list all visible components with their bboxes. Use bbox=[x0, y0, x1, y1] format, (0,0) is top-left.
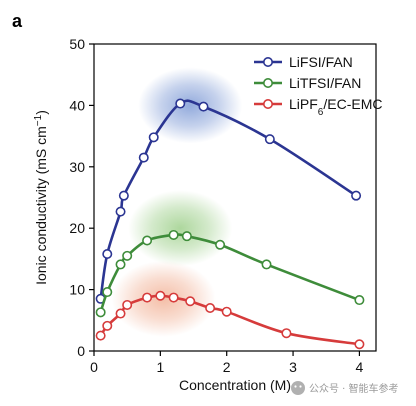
data-point-litfsi-fan bbox=[354, 295, 365, 306]
x-tick-label: 2 bbox=[223, 359, 231, 375]
panel-label: a bbox=[12, 11, 23, 31]
data-point-lifsi-fan bbox=[102, 248, 113, 259]
y-axis-label-main: Ionic conductivity (mS cm bbox=[33, 126, 49, 285]
halo-lifsi-fan bbox=[138, 67, 243, 144]
data-point-litfsi-fan bbox=[142, 235, 153, 246]
legend-label-lifsi-fan: LiFSI/FAN bbox=[289, 54, 353, 70]
legend-label-part: LiFSI/FAN bbox=[289, 54, 353, 70]
legend-item-lipf6-ec-emc: LiPF6/EC-EMC bbox=[254, 96, 382, 118]
legend-item-lifsi-fan: LiFSI/FAN bbox=[254, 54, 353, 70]
data-point-lifsi-fan bbox=[264, 134, 275, 145]
y-tick-label: 0 bbox=[77, 343, 85, 359]
data-point-lipf6-ec-emc bbox=[155, 290, 166, 301]
plot-frame bbox=[93, 43, 377, 352]
y-tick-label: 10 bbox=[69, 282, 85, 298]
data-point-lipf6-ec-emc bbox=[221, 306, 232, 317]
legend-label-subscript: 6 bbox=[318, 107, 324, 118]
watermark-icon-eye-left bbox=[294, 385, 297, 388]
data-point-lifsi-fan bbox=[198, 101, 209, 112]
data-point-lifsi-fan bbox=[138, 152, 149, 163]
y-tick-label: 20 bbox=[69, 220, 85, 236]
halo-layer bbox=[111, 67, 243, 337]
data-point-lifsi-fan bbox=[118, 190, 129, 201]
data-point-lifsi-fan bbox=[175, 98, 186, 109]
series-litfsi-fan bbox=[95, 229, 365, 318]
legend-marker-lipf6-ec-emc bbox=[262, 99, 273, 110]
legend-label-lipf6-ec-emc: LiPF6/EC-EMC bbox=[289, 96, 382, 118]
series-layer bbox=[95, 98, 365, 350]
y-axis-label-tail: ) bbox=[33, 110, 49, 115]
data-point-lipf6-ec-emc bbox=[281, 328, 292, 339]
x-tick-label: 4 bbox=[356, 359, 364, 375]
y-tick-label: 40 bbox=[69, 97, 85, 113]
data-point-litfsi-fan bbox=[168, 229, 179, 240]
legend-label-part: LiPF bbox=[289, 96, 318, 112]
watermark-icon bbox=[291, 381, 305, 395]
data-point-lipf6-ec-emc bbox=[142, 292, 153, 303]
data-point-lipf6-ec-emc bbox=[122, 299, 133, 310]
data-point-lipf6-ec-emc bbox=[95, 330, 106, 341]
y-axis-label: Ionic conductivity (mS cm−1) bbox=[33, 110, 50, 285]
halo-litfsi-fan bbox=[128, 190, 233, 267]
legend-label-part: /EC-EMC bbox=[323, 96, 382, 112]
legend: LiFSI/FAN LiTFSI/FAN LiPF6/EC-EMC bbox=[254, 54, 382, 118]
legend-item-litfsi-fan: LiTFSI/FAN bbox=[254, 75, 361, 91]
series-line-lifsi-fan bbox=[99, 99, 358, 301]
series-lipf6-ec-emc bbox=[95, 290, 365, 350]
legend-marker-lifsi-fan bbox=[262, 56, 273, 67]
legend-marker-litfsi-fan bbox=[262, 78, 273, 89]
legend-label-litfsi-fan: LiTFSI/FAN bbox=[289, 75, 361, 91]
data-point-litfsi-fan bbox=[215, 239, 226, 250]
data-point-lipf6-ec-emc bbox=[102, 320, 113, 331]
data-point-lipf6-ec-emc bbox=[168, 292, 179, 303]
data-point-lipf6-ec-emc bbox=[185, 296, 196, 307]
x-tick-label: 3 bbox=[289, 359, 297, 375]
x-tick-label: 0 bbox=[90, 359, 98, 375]
data-point-litfsi-fan bbox=[181, 231, 192, 242]
x-tick-label: 1 bbox=[156, 359, 164, 375]
data-point-litfsi-fan bbox=[122, 250, 133, 261]
x-axis-label: Concentration (M) bbox=[179, 377, 291, 393]
data-point-litfsi-fan bbox=[95, 307, 106, 318]
series-lifsi-fan bbox=[95, 98, 362, 304]
y-axis-label-sup: −1 bbox=[33, 114, 44, 126]
watermark: 公众号 · 智能车参考 bbox=[291, 381, 399, 395]
data-point-litfsi-fan bbox=[261, 259, 272, 270]
data-point-lipf6-ec-emc bbox=[115, 308, 126, 319]
data-point-lifsi-fan bbox=[351, 190, 362, 201]
data-point-lifsi-fan bbox=[148, 132, 159, 143]
data-point-litfsi-fan bbox=[115, 259, 126, 270]
data-point-lifsi-fan bbox=[115, 206, 126, 217]
data-point-litfsi-fan bbox=[102, 287, 113, 298]
watermark-text: 公众号 · 智能车参考 bbox=[309, 382, 399, 395]
y-tick-label: 50 bbox=[69, 36, 85, 52]
legend-label-part: LiTFSI/FAN bbox=[289, 75, 361, 91]
watermark-icon-eye-right bbox=[299, 385, 302, 388]
data-point-lipf6-ec-emc bbox=[205, 303, 216, 314]
y-tick-label: 30 bbox=[69, 159, 85, 175]
axes bbox=[93, 43, 377, 352]
data-point-lipf6-ec-emc bbox=[354, 339, 365, 350]
series-line-litfsi-fan bbox=[99, 233, 361, 314]
